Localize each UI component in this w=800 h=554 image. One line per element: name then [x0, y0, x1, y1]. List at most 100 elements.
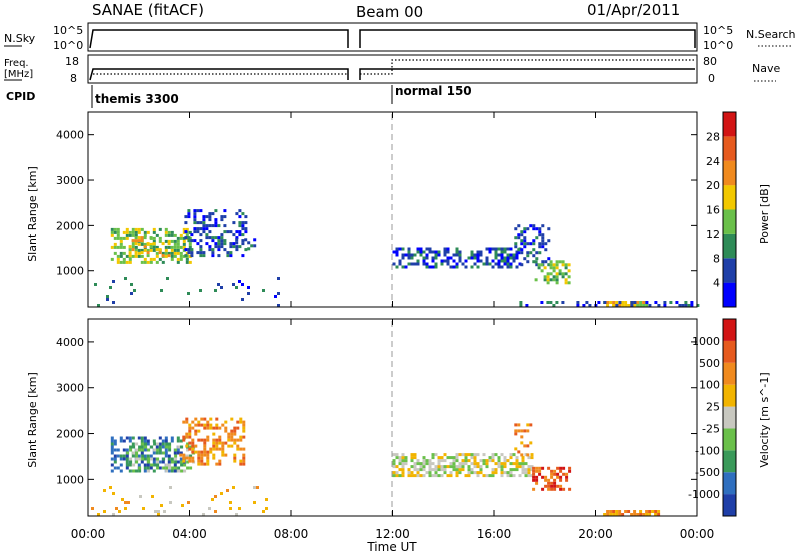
data-cell [203, 447, 207, 451]
data-cell [161, 445, 165, 449]
data-cell [538, 227, 542, 231]
data-cell [197, 429, 201, 433]
data-cell [110, 257, 114, 261]
data-cell [494, 462, 498, 466]
data-cell [541, 233, 545, 237]
data-cell [242, 456, 246, 460]
data-cell [523, 236, 527, 240]
data-cell [226, 251, 230, 255]
data-cell [94, 283, 97, 286]
data-cell [428, 471, 432, 475]
data-cell [220, 215, 224, 219]
data-cell [155, 254, 159, 258]
data-cell [185, 260, 189, 264]
data-cell [425, 471, 429, 475]
data-cell [176, 248, 180, 252]
cpid-segment-2: normal 150 [395, 84, 472, 98]
data-cell [642, 301, 646, 304]
data-cell [434, 250, 438, 254]
data-cell [134, 242, 138, 246]
data-cell [274, 295, 277, 298]
data-cell [523, 227, 527, 231]
data-cell [506, 253, 510, 257]
data-cell [473, 456, 477, 460]
data-cell [176, 436, 180, 440]
data-cell [164, 239, 168, 243]
data-cell [177, 445, 181, 449]
data-cell [645, 301, 649, 304]
nave-label: Nave [752, 62, 780, 75]
data-cell [116, 227, 120, 231]
data-cell [202, 215, 206, 219]
data-cell [556, 472, 560, 476]
data-cell [476, 265, 480, 269]
data-cell [147, 469, 151, 473]
data-cell [482, 262, 486, 266]
data-cell [612, 513, 616, 516]
data-cell [618, 513, 622, 516]
data-cell [182, 435, 186, 439]
colorbar-frame [722, 318, 737, 517]
data-cell [452, 465, 456, 469]
data-cell [458, 462, 462, 466]
data-cell [546, 281, 550, 285]
data-cell [196, 209, 200, 213]
data-cell [119, 436, 123, 440]
data-cell [532, 478, 536, 482]
data-cell [217, 224, 221, 228]
data-cell [176, 251, 180, 255]
data-cell [603, 301, 607, 304]
data-cell [199, 233, 203, 237]
data-cell [395, 474, 399, 478]
data-cell [158, 251, 162, 255]
y-tick-label: 2000 [56, 219, 84, 232]
data-cell [218, 447, 222, 451]
data-cell [220, 492, 223, 495]
data-cell [119, 242, 123, 246]
data-cell [500, 250, 504, 254]
data-cell [164, 251, 168, 255]
data-cell [512, 256, 516, 260]
data-cell [214, 242, 218, 246]
data-cell [446, 259, 450, 263]
nave-trace [93, 59, 695, 75]
data-cell [552, 278, 556, 282]
data-cell [156, 460, 160, 464]
data-cell [200, 462, 204, 466]
cpid-label: CPID [6, 90, 35, 103]
data-cell [395, 247, 399, 251]
data-cell [180, 460, 184, 464]
data-cell [455, 456, 459, 460]
data-cell [247, 286, 250, 289]
nsky-panel: N.Sky 10^5 10^0 10^5 10^0 N.Search [4, 22, 796, 52]
data-cell [434, 265, 438, 269]
data-cell [470, 256, 474, 260]
data-cell [164, 233, 168, 237]
data-cell [443, 453, 447, 457]
data-cell [110, 445, 114, 449]
data-cell [174, 454, 178, 458]
data-cell [170, 239, 174, 243]
data-cell [648, 304, 652, 307]
data-cell [509, 453, 513, 457]
data-cell [174, 466, 178, 470]
data-cell [555, 278, 559, 282]
data-cell [125, 230, 129, 234]
data-cell [470, 250, 474, 254]
data-cell [654, 301, 658, 304]
data-cell [458, 250, 462, 254]
data-cell [241, 224, 245, 228]
data-cell [203, 462, 207, 466]
data-cell [149, 245, 153, 249]
data-cell [91, 507, 94, 510]
data-cell [407, 253, 411, 257]
data-cell [449, 256, 453, 260]
data-cell [519, 304, 523, 307]
data-cell [392, 250, 396, 254]
data-cell [116, 233, 120, 237]
data-cell [233, 426, 237, 430]
data-cell [555, 272, 559, 276]
data-cell [532, 469, 536, 473]
data-cell [221, 450, 225, 454]
colorbar-swatch [723, 472, 736, 495]
